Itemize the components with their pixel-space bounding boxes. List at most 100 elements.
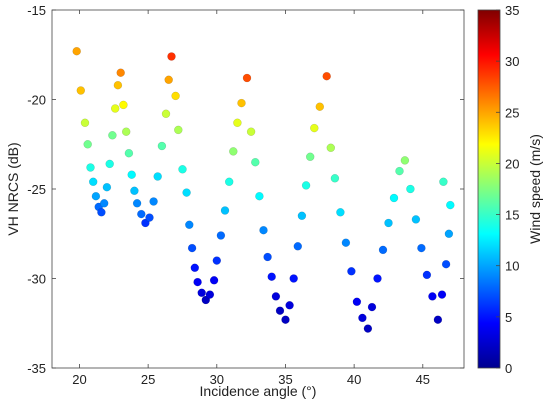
- data-point: [433, 315, 443, 324]
- data-point: [242, 73, 252, 83]
- data-point: [306, 152, 315, 162]
- data-point: [271, 292, 281, 301]
- colorbar-tick-label: 20: [505, 156, 519, 171]
- data-point: [97, 208, 106, 217]
- data-point: [145, 213, 154, 222]
- colorbar-tick-label: 30: [505, 54, 519, 69]
- data-point: [212, 256, 222, 265]
- data-point: [237, 98, 246, 108]
- data-point: [229, 147, 238, 156]
- x-axis: 20 25 30 35 40 45: [72, 10, 430, 387]
- data-point: [310, 123, 319, 133]
- colorbar-tick-label: 0: [505, 361, 512, 376]
- data-points: [72, 47, 455, 333]
- data-point: [301, 181, 311, 190]
- data-point: [216, 231, 226, 240]
- data-point: [153, 172, 162, 181]
- data-point: [297, 211, 307, 221]
- data-point: [187, 243, 197, 253]
- data-point: [91, 191, 101, 201]
- data-point: [116, 68, 125, 77]
- data-point: [322, 71, 331, 81]
- x-tick-label: 40: [347, 372, 361, 387]
- data-point: [121, 127, 131, 136]
- data-point: [437, 290, 447, 299]
- data-point: [193, 277, 202, 287]
- data-point: [197, 288, 206, 297]
- data-point: [281, 315, 290, 324]
- x-tick-label: 30: [210, 372, 224, 387]
- y-tick-label: -15: [27, 3, 46, 18]
- data-point: [417, 243, 426, 253]
- data-point: [341, 238, 351, 247]
- y-tick-label: -20: [27, 93, 46, 108]
- data-point: [444, 229, 454, 239]
- y-tick-label: -25: [27, 182, 46, 197]
- data-point: [428, 292, 437, 301]
- colorbar-tick-label: 25: [505, 105, 519, 120]
- data-point: [352, 297, 362, 306]
- data-point: [72, 47, 81, 56]
- data-point: [130, 186, 139, 196]
- data-point: [149, 197, 158, 206]
- data-point: [119, 100, 128, 110]
- y-axis-label: VH NRCS (dB): [5, 142, 21, 235]
- data-point: [233, 118, 242, 128]
- data-point: [190, 263, 200, 272]
- data-point: [326, 143, 335, 153]
- data-point: [182, 188, 191, 197]
- data-point: [171, 91, 180, 101]
- colorbar-tick-label: 5: [505, 310, 512, 325]
- x-axis-label: Incidence angle (°): [200, 383, 317, 399]
- x-tick-label: 35: [278, 372, 292, 387]
- data-point: [378, 245, 388, 255]
- data-point: [363, 324, 373, 333]
- data-point: [259, 225, 268, 235]
- data-point: [205, 290, 215, 299]
- data-point: [137, 209, 146, 219]
- data-point: [289, 274, 298, 283]
- data-point: [406, 184, 415, 194]
- data-point: [110, 104, 120, 113]
- data-point: [124, 148, 134, 158]
- data-point: [209, 276, 219, 285]
- data-point: [76, 86, 86, 95]
- data-point: [157, 141, 167, 151]
- data-point: [113, 80, 123, 90]
- data-point: [102, 182, 112, 192]
- data-point: [389, 193, 399, 203]
- data-point: [255, 191, 264, 201]
- data-point: [439, 177, 448, 187]
- data-point: [267, 272, 276, 281]
- data-point: [367, 302, 377, 312]
- data-point: [132, 199, 142, 208]
- data-point: [275, 306, 285, 315]
- data-point: [105, 159, 114, 169]
- x-tick-label: 45: [416, 372, 430, 387]
- data-point: [293, 242, 302, 251]
- y-axis: -15 -20 -25 -30 -35: [27, 3, 464, 376]
- data-point: [315, 102, 324, 111]
- data-point: [178, 165, 187, 174]
- data-point: [220, 206, 230, 215]
- data-point: [330, 174, 340, 183]
- data-point: [174, 125, 183, 135]
- data-point: [167, 52, 176, 61]
- data-point: [99, 199, 109, 208]
- data-point: [108, 131, 117, 140]
- data-point: [347, 267, 356, 276]
- data-point: [411, 215, 421, 224]
- data-point: [285, 301, 294, 310]
- colorbar-label: Wind speed (m/s): [527, 134, 543, 244]
- data-point: [127, 170, 136, 179]
- y-tick-label: -35: [27, 361, 46, 376]
- data-point: [246, 127, 256, 136]
- data-point: [164, 75, 173, 85]
- data-point: [358, 313, 367, 323]
- data-point: [441, 260, 451, 269]
- data-point: [263, 252, 272, 262]
- data-point: [86, 163, 95, 172]
- colorbar: [477, 9, 501, 369]
- x-tick-label: 25: [141, 372, 155, 387]
- colorbar-ticks: 0 5 10 15 20 25 30 35: [496, 3, 519, 376]
